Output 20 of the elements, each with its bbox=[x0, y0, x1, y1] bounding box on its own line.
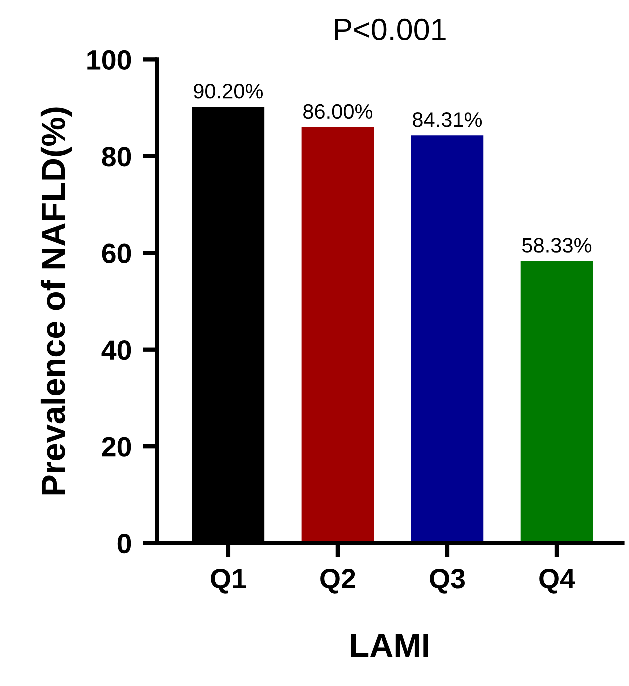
chart-title: P<0.001 bbox=[335, 18, 446, 41]
bar bbox=[520, 261, 594, 544]
data-label: 58.33% bbox=[522, 238, 592, 253]
data-label: 84.31% bbox=[413, 112, 482, 128]
y-tick-label: 60 bbox=[102, 244, 132, 264]
x-tick-label: Q4 bbox=[540, 569, 576, 594]
y-tick-label: 0 bbox=[118, 534, 132, 554]
x-tick-label: Q3 bbox=[430, 569, 465, 594]
x-axis-title: LAMI bbox=[351, 634, 428, 658]
x-tick-label: Q1 bbox=[211, 569, 246, 594]
bar bbox=[411, 136, 484, 544]
y-tick-label: 100 bbox=[88, 50, 132, 70]
bar bbox=[302, 127, 374, 544]
data-label: 86.00% bbox=[304, 104, 373, 120]
y-tick-label: 80 bbox=[102, 147, 132, 167]
y-axis-title: Prevalence of NAFLD(%) bbox=[40, 108, 72, 495]
y-tick-label: 20 bbox=[102, 437, 132, 457]
y-tick-label: 40 bbox=[102, 340, 132, 360]
x-tick-label: Q2 bbox=[320, 569, 356, 594]
data-label: 90.20% bbox=[194, 84, 264, 99]
